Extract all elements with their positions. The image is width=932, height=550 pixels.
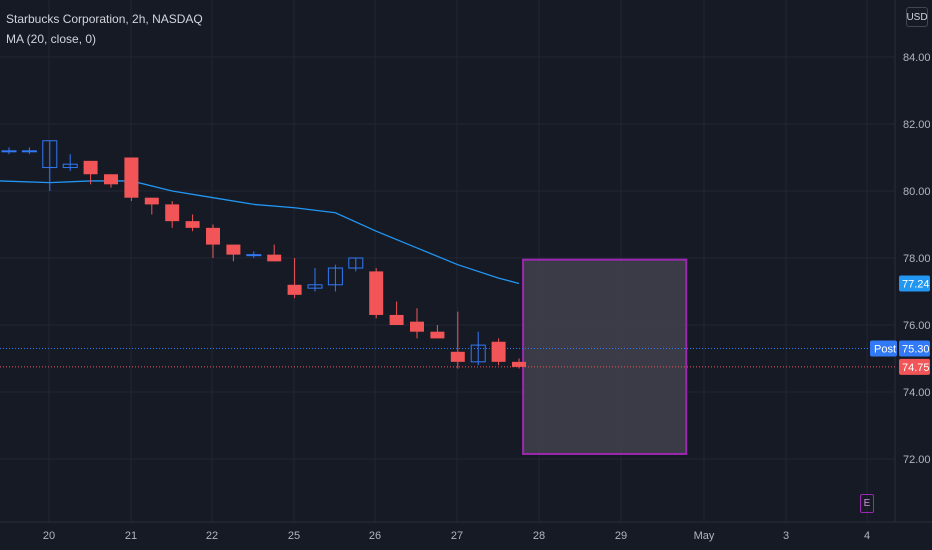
- price-tick-label: 82.00: [903, 119, 931, 131]
- candle-body: [430, 331, 445, 339]
- candle-body: [21, 150, 37, 153]
- candle-body: [287, 284, 302, 295]
- candle-body: [369, 271, 384, 315]
- time-tick-label: 3: [783, 530, 789, 542]
- post-tag-bg: [870, 340, 897, 357]
- candle-body: [327, 267, 343, 286]
- candle-body: [389, 314, 404, 325]
- post-tag-label: Post: [874, 343, 896, 355]
- currency-button[interactable]: USD: [906, 7, 928, 27]
- time-tick-label: 25: [288, 530, 300, 542]
- time-tick-label: 27: [451, 530, 463, 542]
- candle-body: [206, 227, 220, 245]
- candle-body: [267, 254, 282, 262]
- candle-body: [104, 174, 118, 185]
- ma-value-tag: 77.24: [902, 278, 930, 290]
- last-value-tag-bg: [899, 358, 930, 375]
- time-tick-label: 21: [125, 530, 137, 542]
- price-tick-label: 84.00: [903, 52, 931, 64]
- candle-body: [410, 321, 424, 332]
- time-tick-label: May: [694, 530, 715, 542]
- price-lines: [0, 347, 895, 368]
- time-tick-label: 28: [533, 530, 545, 542]
- post-value-tag-bg: [899, 340, 930, 357]
- price-tick-label: 72.00: [903, 454, 931, 466]
- time-tick-label: 29: [615, 530, 627, 542]
- candle-body: [491, 341, 506, 362]
- time-tick-label: 26: [369, 530, 381, 542]
- time-axis: 20 21 22 25 26 27 28 29 May 3 4: [43, 530, 870, 542]
- candle-body: [42, 140, 58, 169]
- candle-body: [348, 257, 364, 269]
- price-tick-label: 80.00: [903, 186, 931, 198]
- candlestick-series: [1, 140, 526, 369]
- candle-body: [450, 351, 465, 362]
- time-tick-label: 22: [206, 530, 218, 542]
- candle-body: [62, 163, 78, 169]
- moving-average-line: [0, 180, 520, 285]
- candle-body: [165, 204, 180, 222]
- candle-body: [470, 344, 486, 363]
- chart-legend: Starbucks Corporation, 2h, NASDAQ MA (20…: [6, 9, 203, 49]
- time-tick-label: 4: [864, 530, 870, 542]
- post-value-tag: 75.30: [902, 343, 930, 355]
- symbol-title: Starbucks Corporation, 2h, NASDAQ: [6, 12, 203, 26]
- candle-body: [307, 284, 323, 289]
- last-value-tag: 74.75: [902, 362, 930, 374]
- price-axis: 72.00 74.00 76.00 78.00 80.00 82.00 84.00 77.24…: [870, 52, 931, 466]
- ma-value-tag-bg: [899, 275, 930, 292]
- time-tick-label: 20: [43, 530, 55, 542]
- candle-body: [1, 150, 17, 153]
- candle-body: [124, 157, 139, 198]
- price-tick-label: 76.00: [903, 320, 931, 332]
- earnings-icon[interactable]: E: [860, 494, 874, 513]
- candle-body: [512, 361, 526, 367]
- chart-grid: [0, 0, 932, 523]
- ma-indicator-label: MA (20, close, 0): [6, 32, 97, 46]
- candle-body: [83, 160, 98, 175]
- projection-box: [522, 258, 688, 455]
- candle-body: [246, 254, 262, 257]
- price-tick-label: 78.00: [903, 253, 931, 265]
- ma-line: [0, 180, 520, 285]
- candle-body: [226, 244, 241, 255]
- projection-rectangle: [522, 258, 688, 455]
- price-tick-label: 74.00: [903, 387, 931, 399]
- candle-body: [144, 197, 159, 205]
- candle-body: [185, 221, 200, 228]
